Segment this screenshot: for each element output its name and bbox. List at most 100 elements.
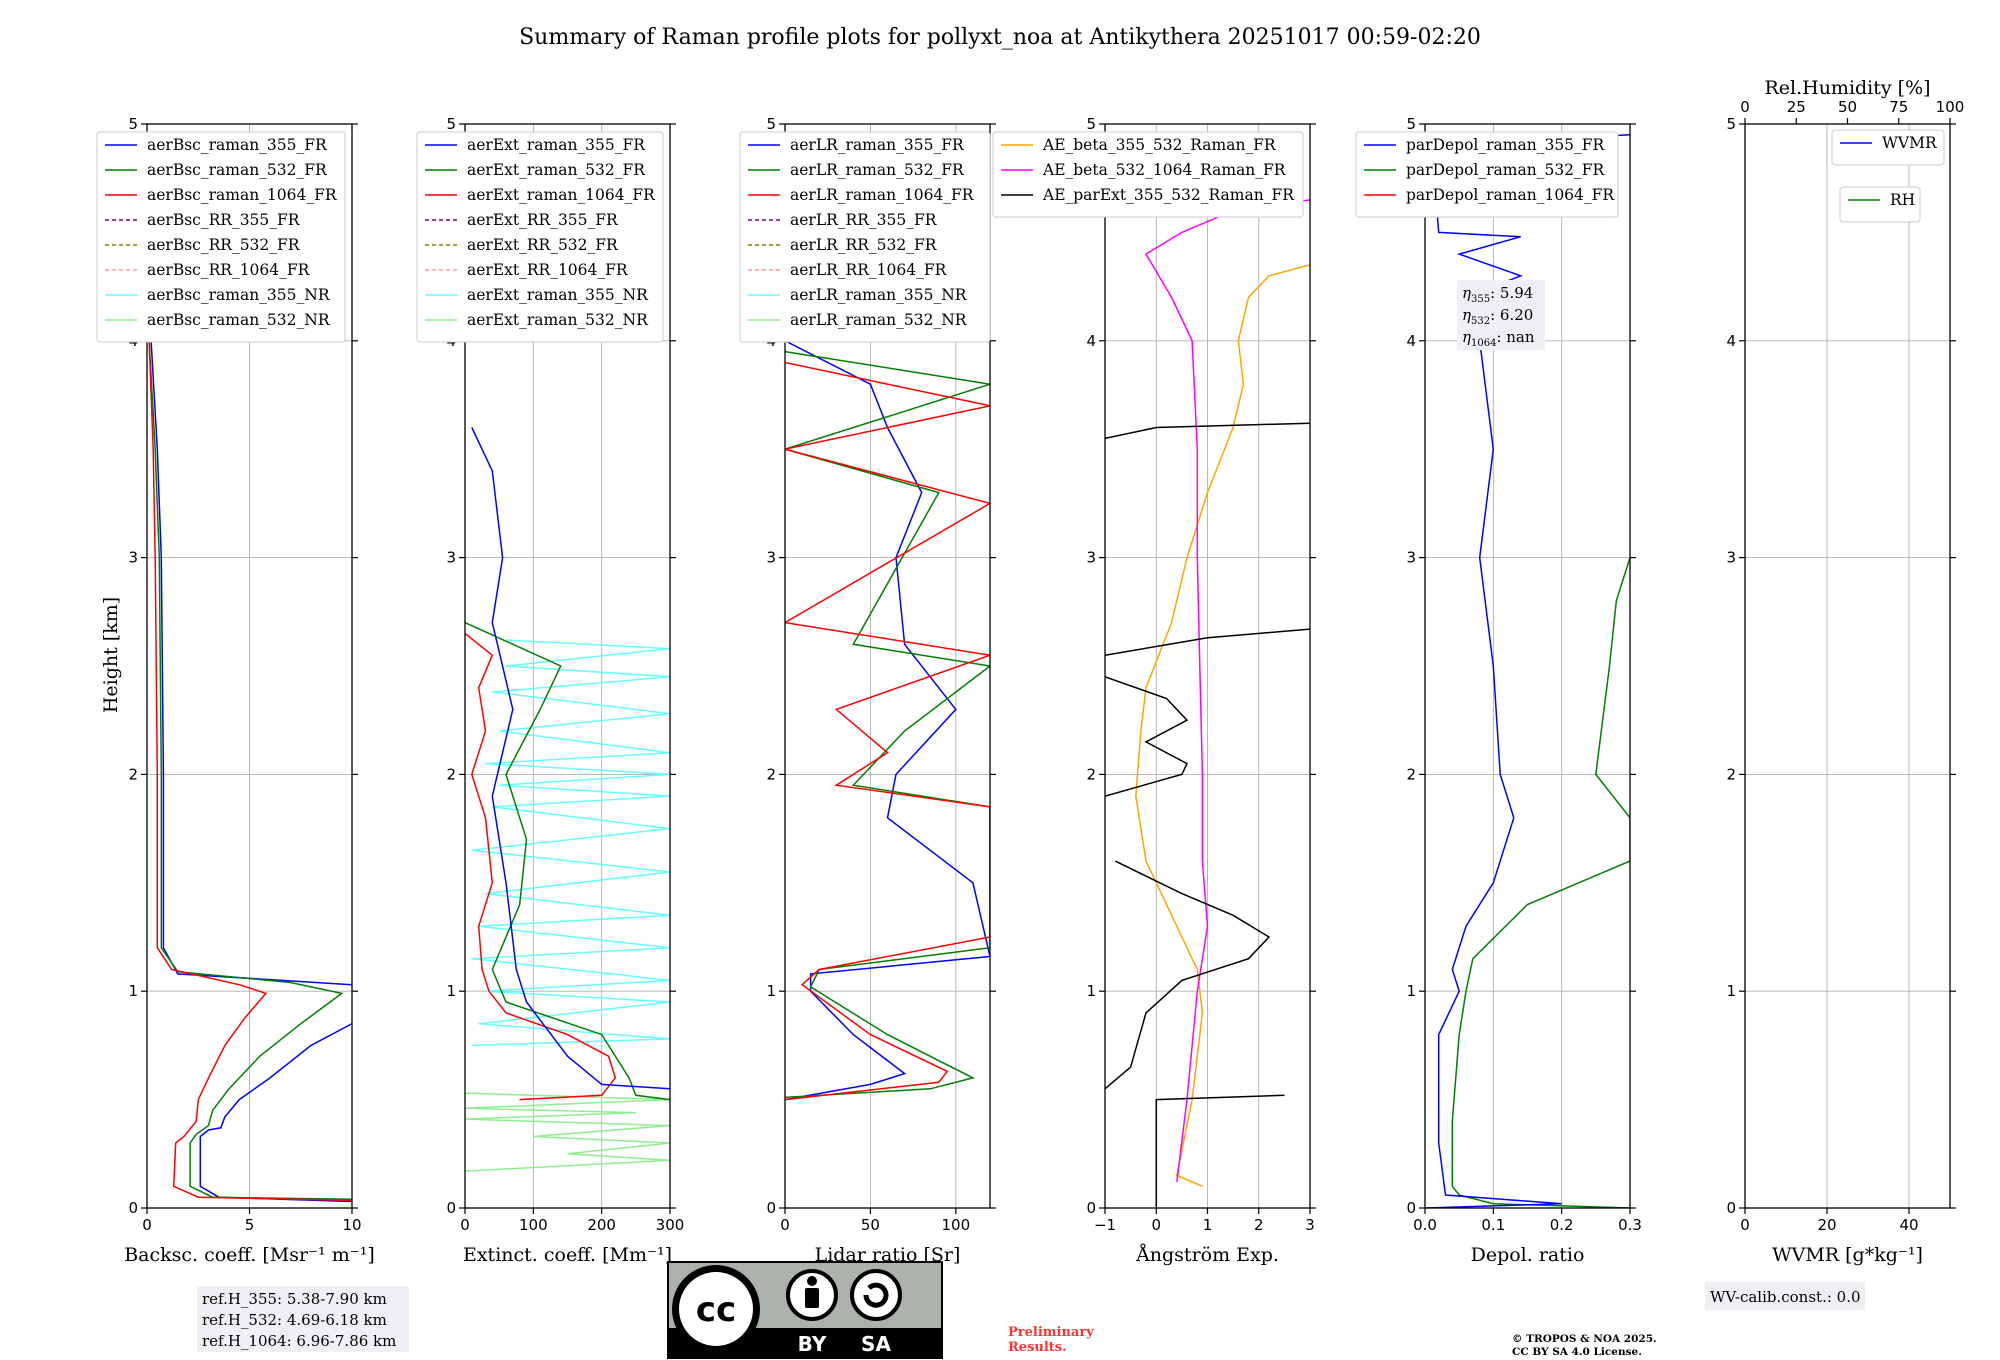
- y-tick-label: 0: [766, 1199, 776, 1217]
- y-tick-label: 4: [1086, 332, 1096, 350]
- y-tick-label: 5: [128, 115, 138, 133]
- legend-box: [992, 131, 1304, 218]
- legend-label: aerBsc_raman_532_NR: [147, 311, 331, 329]
- legend-box: [1839, 186, 1921, 223]
- x-tick-label: 300: [656, 1216, 685, 1234]
- y-tick-label: 2: [766, 765, 776, 783]
- axes-frame: [784, 123, 991, 1209]
- legend: aerBsc_raman_355_FR aerBsc_raman_532_FRae…: [96, 131, 346, 343]
- panel-depol: 0 1 2 3 4 5 0.0 0.1 0.2 0.3 Depol. ratio parDepol_r…: [1355, 115, 1642, 1266]
- y-tick-label: 5: [1406, 115, 1416, 133]
- y-tick-label: 1: [766, 982, 776, 1000]
- legend-label: aerExt_RR_1064_FR: [467, 261, 629, 279]
- x-axis-label: WVMR [g*kg⁻¹]: [1772, 1244, 1923, 1266]
- eta-355: η355: 5.94: [1462, 284, 1533, 305]
- series-line-parDepol_raman_532_FR: [1451, 557, 1630, 1208]
- ref-height-line: ref.H_355: 5.38-7.90 km: [202, 1290, 387, 1308]
- y-tick-label: 1: [128, 982, 138, 1000]
- y-tick-label: 3: [1086, 549, 1096, 567]
- sa-icon: [850, 1269, 902, 1321]
- x-tick-label: 0.3: [1618, 1216, 1642, 1234]
- chart-title: Summary of Raman profile plots for polly…: [519, 25, 1481, 50]
- series-line-AE_parExt_355_532_Raman_FR: [1105, 676, 1189, 797]
- legend-label: aerLR_raman_355_NR: [790, 286, 968, 304]
- y-tick-label: 3: [766, 549, 776, 567]
- series-line-aerBsc_raman_532_FR: [148, 340, 352, 1201]
- legend-label: aerBsc_raman_532_FR: [147, 161, 328, 179]
- legend-label: AE_beta_532_1064_Raman_FR: [1042, 161, 1287, 179]
- series-line-parDepol_raman_355_FR: [1425, 134, 1630, 1208]
- preliminary-text: Preliminary: [1008, 1325, 1094, 1340]
- legend-box: [416, 131, 664, 343]
- x-tick-label: 0: [142, 1216, 152, 1234]
- legend: AE_beta_355_532_Raman_FR AE_beta_532_1064…: [992, 131, 1304, 218]
- cc-by-label: BY: [798, 1332, 827, 1356]
- panel-ext: 0123450100200300Extinct. coeff. [Mm⁻¹]ae…: [416, 115, 685, 1266]
- x-axis-label: Extinct. coeff. [Mm⁻¹]: [463, 1244, 672, 1266]
- x-axis-label: Depol. ratio: [1471, 1244, 1585, 1266]
- series-group: [1425, 134, 1630, 1208]
- series-line-aerExt_raman_532_NR: [465, 1092, 670, 1172]
- series-line-aerLR_raman_355_FR: [785, 340, 990, 1101]
- axes-frame: [1744, 123, 1951, 1209]
- ref-height-line: ref.H_1064: 6.96-7.86 km: [202, 1332, 396, 1350]
- top-tick-label: 25: [1787, 98, 1806, 116]
- legend-box: [739, 131, 991, 343]
- wv-calibration: WV-calib.const.: 0.0: [1705, 1282, 1865, 1310]
- y-tick-label: 0: [1406, 1199, 1416, 1217]
- y-tick-label: 5: [1086, 115, 1096, 133]
- x-tick-label: 0.1: [1481, 1216, 1505, 1234]
- legend-label: aerLR_raman_532_FR: [790, 161, 965, 179]
- y-tick-label: 0: [1086, 1199, 1096, 1217]
- legend-label: RH: [1890, 191, 1915, 209]
- series-line-aerExt_raman_532_FR: [465, 621, 670, 1101]
- copyright-text: CC BY SA 4.0 License.: [1512, 1346, 1642, 1358]
- y-tick-label: 3: [1406, 549, 1416, 567]
- y-tick-label: 5: [766, 115, 776, 133]
- y-tick-label: 2: [128, 765, 138, 783]
- x-axis-label: Backsc. coeff. [Msr⁻¹ m⁻¹]: [124, 1244, 375, 1266]
- legend-label: aerBsc_raman_1064_FR: [147, 186, 338, 204]
- legend-label: aerExt_raman_1064_FR: [467, 186, 656, 204]
- wv-calib-box: [1705, 1282, 1865, 1310]
- series-line-aerExt_raman_1064_FR: [465, 632, 617, 1101]
- legend-box: [96, 131, 346, 343]
- top-tick-label: 75: [1889, 98, 1908, 116]
- legend-label: aerExt_raman_532_FR: [467, 161, 646, 179]
- x-tick-label: 1: [1203, 1216, 1213, 1234]
- series-line-AE_parExt_355_532_Raman_FR: [1105, 628, 1310, 656]
- y-tick-label: 0: [128, 1199, 138, 1217]
- y-tick-label: 0: [1726, 1199, 1736, 1217]
- x-tick-label: 0.2: [1550, 1216, 1574, 1234]
- legend-label: aerExt_RR_355_FR: [467, 211, 619, 229]
- legend-label: aerExt_RR_532_FR: [467, 236, 619, 254]
- legend-label: WVMR: [1882, 134, 1938, 152]
- series-line-AE_beta_532_1064_Raman_FR: [1144, 199, 1310, 1183]
- cc-sa-label: SA: [861, 1332, 891, 1356]
- series-group: [465, 427, 670, 1172]
- x-tick-label: 0: [1151, 1216, 1161, 1234]
- series-line-aerExt_raman_355_NR: [471, 639, 670, 1047]
- x-axis-label: Lidar ratio [Sr]: [815, 1244, 961, 1266]
- legend: RH: [1839, 186, 1921, 223]
- by-icon-body: [805, 1288, 819, 1308]
- legend-label: parDepol_raman_1064_FR: [1406, 186, 1615, 204]
- ref-box: [197, 1286, 409, 1352]
- y-tick-label: 4: [1406, 332, 1416, 350]
- y-tick-label: 3: [1726, 549, 1736, 567]
- by-icon-head: [807, 1276, 817, 1286]
- x-tick-label: 0: [780, 1216, 790, 1234]
- legend: aerLR_raman_355_FR aerLR_raman_532_FR aerL…: [739, 131, 991, 343]
- top-tick-label: 50: [1838, 98, 1857, 116]
- y-tick-label: 0: [446, 1199, 456, 1217]
- x-tick-label: 100: [519, 1216, 548, 1234]
- y-tick-label: 2: [1086, 765, 1096, 783]
- x-tick-label: −1: [1094, 1216, 1116, 1234]
- y-tick-label: 2: [1726, 765, 1736, 783]
- y-tick-label: 2: [1406, 765, 1416, 783]
- legend-label: parDepol_raman_532_FR: [1406, 161, 1606, 179]
- legend-label: aerLR_raman_1064_FR: [790, 186, 975, 204]
- legend-label: aerExt_raman_355_FR: [467, 136, 646, 154]
